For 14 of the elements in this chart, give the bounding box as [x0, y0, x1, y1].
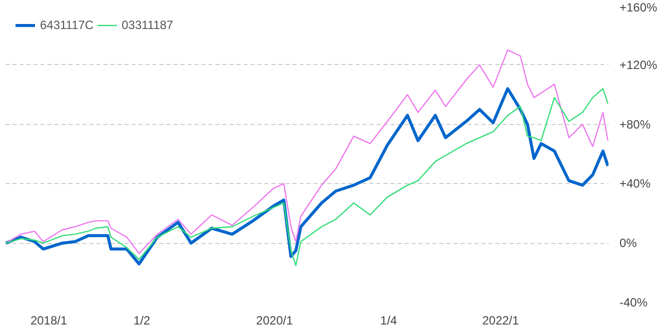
x-tick-label: 2018/1 — [30, 314, 68, 328]
x-tick-label: 1/4 — [380, 314, 398, 328]
y-tick-label: -40% — [620, 296, 648, 310]
y-tick-label: +120% — [620, 58, 658, 72]
x-tick-label: 1/2 — [134, 314, 151, 328]
line-series — [6, 49, 608, 254]
y-tick-label: +80% — [620, 117, 651, 132]
legend-label: 03311187 — [122, 18, 174, 32]
y-tick-label: 0% — [620, 236, 638, 250]
x-tick-label: 2020/1 — [256, 314, 294, 328]
legend-label: 6431117C — [40, 18, 94, 32]
y-tick-label: +160% — [620, 0, 658, 14]
x-tick-label: 2022/1 — [482, 314, 520, 328]
y-tick-label: +40% — [620, 176, 651, 191]
